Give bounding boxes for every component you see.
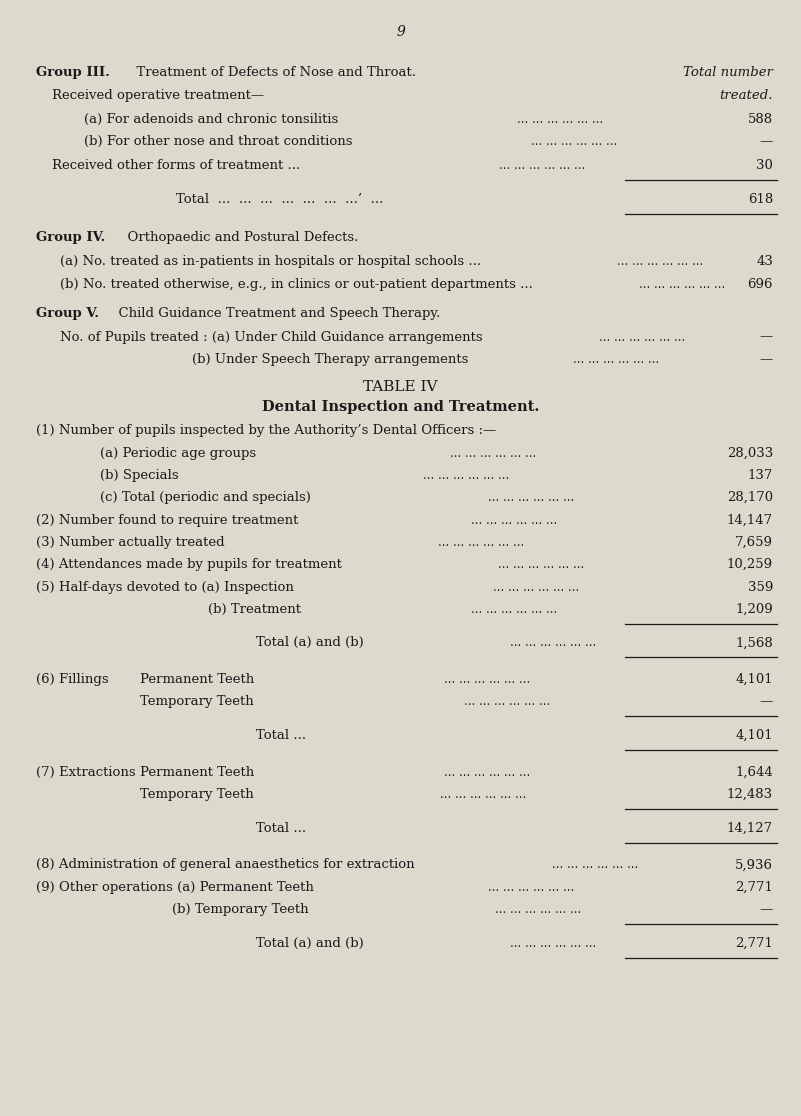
Text: Total ...: Total ... (256, 729, 307, 742)
Text: (9) Other operations (a) Permanent Teeth: (9) Other operations (a) Permanent Teeth (36, 881, 314, 894)
Text: —: — (759, 353, 773, 366)
Text: ... ... ... ... ... ...: ... ... ... ... ... ... (552, 858, 638, 872)
Text: 9: 9 (396, 26, 405, 39)
Text: Group V.: Group V. (36, 307, 99, 320)
Text: —: — (759, 903, 773, 916)
Text: 618: 618 (747, 193, 773, 206)
Text: Orthopaedic and Postural Defects.: Orthopaedic and Postural Defects. (119, 231, 358, 244)
Text: ... ... ... ... ... ...: ... ... ... ... ... ... (488, 491, 574, 504)
Text: Permanent Teeth: Permanent Teeth (140, 673, 255, 686)
Text: Dental Inspection and Treatment.: Dental Inspection and Treatment. (262, 401, 539, 414)
Text: 14,147: 14,147 (727, 513, 773, 527)
Text: 28,033: 28,033 (727, 446, 773, 460)
Text: (b) Treatment: (b) Treatment (208, 603, 301, 616)
Text: ... ... ... ... ... ...: ... ... ... ... ... ... (440, 788, 526, 801)
Text: Received operative treatment—: Received operative treatment— (52, 89, 264, 103)
Text: ... ... ... ... ... ...: ... ... ... ... ... ... (471, 513, 557, 527)
Text: (a) For adenoids and chronic tonsilitis: (a) For adenoids and chronic tonsilitis (84, 113, 338, 126)
Text: 4,101: 4,101 (735, 673, 773, 686)
Text: ... ... ... ... ... ...: ... ... ... ... ... ... (495, 903, 582, 916)
Text: ... ... ... ... ... ...: ... ... ... ... ... ... (498, 158, 585, 172)
Text: Total number: Total number (683, 66, 773, 79)
Text: 359: 359 (747, 580, 773, 594)
Text: ... ... ... ... ... ...: ... ... ... ... ... ... (510, 936, 597, 950)
Text: Group IV.  Orthopaedic and Postural Defects.: Group IV. Orthopaedic and Postural Defec… (37, 231, 339, 244)
Text: Group V.  Child Guidance Treatment and Speech Therapy.: Group V. Child Guidance Treatment and Sp… (37, 307, 425, 320)
Text: ... ... ... ... ... ...: ... ... ... ... ... ... (531, 135, 617, 148)
Text: ... ... ... ... ... ...: ... ... ... ... ... ... (574, 353, 660, 366)
Text: 696: 696 (747, 278, 773, 291)
Text: (5) Half-days devoted to (a) Inspection: (5) Half-days devoted to (a) Inspection (36, 580, 294, 594)
Text: 588: 588 (748, 113, 773, 126)
Text: 2,771: 2,771 (735, 936, 773, 950)
Text: ... ... ... ... ... ...: ... ... ... ... ... ... (598, 330, 685, 344)
Text: 12,483: 12,483 (727, 788, 773, 801)
Text: Treatment of Defects of Nose and Throat.: Treatment of Defects of Nose and Throat. (128, 66, 417, 79)
Text: 2,771: 2,771 (735, 881, 773, 894)
Text: No. of Pupils treated : (a) Under Child Guidance arrangements: No. of Pupils treated : (a) Under Child … (60, 330, 483, 344)
Text: ... ... ... ... ... ...: ... ... ... ... ... ... (510, 636, 597, 650)
Text: (c) Total (periodic and specials): (c) Total (periodic and specials) (100, 491, 311, 504)
Text: ... ... ... ... ... ...: ... ... ... ... ... ... (617, 254, 703, 268)
Text: ... ... ... ... ... ...: ... ... ... ... ... ... (493, 580, 580, 594)
Text: ... ... ... ... ... ...: ... ... ... ... ... ... (445, 673, 531, 686)
Text: (1) Number of pupils inspected by the Authority’s Dental Officers :—: (1) Number of pupils inspected by the Au… (36, 424, 497, 437)
Text: (4) Attendances made by pupils for treatment: (4) Attendances made by pupils for treat… (36, 558, 342, 571)
Text: treated.: treated. (719, 89, 773, 103)
Text: (7) Extractions: (7) Extractions (36, 766, 135, 779)
Text: 30: 30 (756, 158, 773, 172)
Text: Group III.: Group III. (36, 66, 110, 79)
Text: ... ... ... ... ... ...: ... ... ... ... ... ... (445, 766, 531, 779)
Text: Temporary Teeth: Temporary Teeth (140, 788, 254, 801)
Text: 1,568: 1,568 (735, 636, 773, 650)
Text: ... ... ... ... ... ...: ... ... ... ... ... ... (498, 558, 584, 571)
Text: (a) No. treated as in-patients in hospitals or hospital schools ...: (a) No. treated as in-patients in hospit… (60, 254, 481, 268)
Text: 1,209: 1,209 (735, 603, 773, 616)
Text: (b) No. treated otherwise, e.g., in clinics or out-patient departments ...: (b) No. treated otherwise, e.g., in clin… (60, 278, 533, 291)
Text: ... ... ... ... ... ...: ... ... ... ... ... ... (464, 695, 550, 709)
Text: Total ...: Total ... (256, 821, 307, 835)
Text: 5,936: 5,936 (735, 858, 773, 872)
Text: (6) Fillings: (6) Fillings (36, 673, 109, 686)
Text: 1,644: 1,644 (735, 766, 773, 779)
Text: ... ... ... ... ... ...: ... ... ... ... ... ... (638, 278, 725, 291)
Text: (2) Number found to require treatment: (2) Number found to require treatment (36, 513, 299, 527)
Text: (a) Periodic age groups: (a) Periodic age groups (100, 446, 256, 460)
Text: 43: 43 (756, 254, 773, 268)
Text: Group III.  Treatment of Defects of Nose and Throat.: Group III. Treatment of Defects of Nose … (37, 66, 391, 79)
Text: ... ... ... ... ... ...: ... ... ... ... ... ... (488, 881, 574, 894)
Text: (3) Number actually treated: (3) Number actually treated (36, 536, 224, 549)
Text: Total  ...  ...  ...  ...  ...  ...  ...’  ...: Total ... ... ... ... ... ... ...’ ... (176, 193, 384, 206)
Text: (b) Under Speech Therapy arrangements: (b) Under Speech Therapy arrangements (192, 353, 469, 366)
Text: Permanent Teeth: Permanent Teeth (140, 766, 255, 779)
Text: 14,127: 14,127 (727, 821, 773, 835)
Text: ... ... ... ... ... ...: ... ... ... ... ... ... (438, 536, 525, 549)
Text: 7,659: 7,659 (735, 536, 773, 549)
Text: —: — (759, 330, 773, 344)
Text: —: — (759, 695, 773, 709)
Text: ... ... ... ... ... ...: ... ... ... ... ... ... (517, 113, 604, 126)
Text: (b) Temporary Teeth: (b) Temporary Teeth (172, 903, 309, 916)
Text: (b) For other nose and throat conditions: (b) For other nose and throat conditions (84, 135, 352, 148)
Text: Total (a) and (b): Total (a) and (b) (256, 936, 364, 950)
Text: (8) Administration of general anaesthetics for extraction: (8) Administration of general anaestheti… (36, 858, 415, 872)
Text: ... ... ... ... ... ...: ... ... ... ... ... ... (450, 446, 537, 460)
Text: —: — (759, 135, 773, 148)
Text: 28,170: 28,170 (727, 491, 773, 504)
Text: TABLE IV: TABLE IV (363, 381, 438, 394)
Text: Received other forms of treatment ...: Received other forms of treatment ... (52, 158, 300, 172)
Text: 137: 137 (747, 469, 773, 482)
Text: Temporary Teeth: Temporary Teeth (140, 695, 254, 709)
Text: Total (a) and (b): Total (a) and (b) (256, 636, 364, 650)
Text: Group IV.: Group IV. (36, 231, 105, 244)
Text: (b) Specials: (b) Specials (100, 469, 179, 482)
Text: 10,259: 10,259 (727, 558, 773, 571)
Text: Child Guidance Treatment and Speech Therapy.: Child Guidance Treatment and Speech Ther… (110, 307, 440, 320)
Text: 4,101: 4,101 (735, 729, 773, 742)
Text: ... ... ... ... ... ...: ... ... ... ... ... ... (471, 603, 557, 616)
Text: ... ... ... ... ... ...: ... ... ... ... ... ... (423, 469, 509, 482)
